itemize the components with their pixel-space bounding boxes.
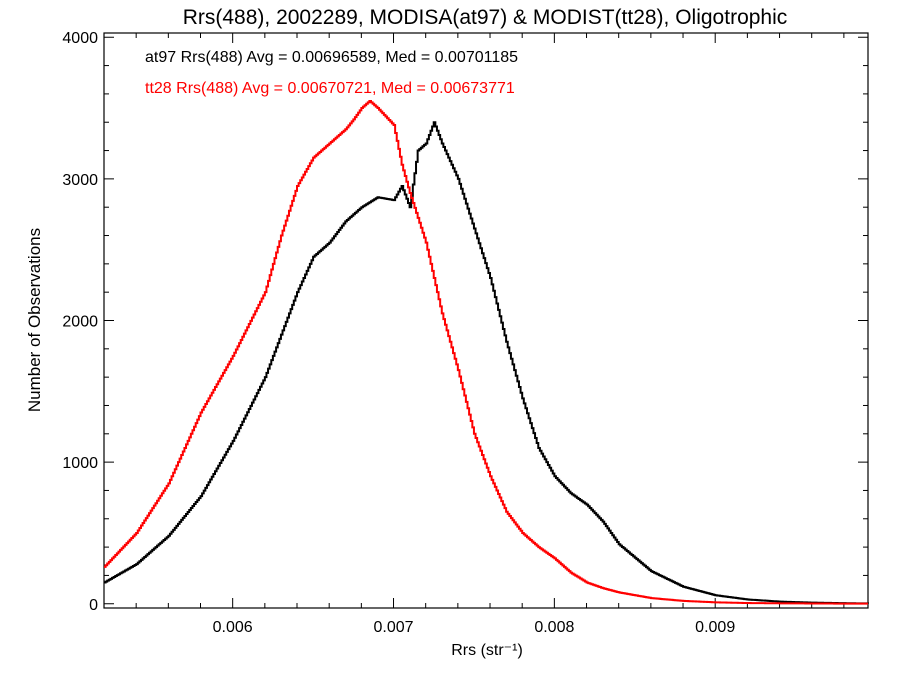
x-tick-label: 0.007 [373, 619, 413, 636]
series-line-tt28 [104, 99, 868, 605]
axis-ticks: 0.006 0.007 0.008 0.009 0 1000 2000 3000 4000 [62, 30, 868, 636]
series-line-at97 [104, 121, 869, 605]
y-tick-label: 3000 [62, 172, 98, 189]
legend-entry-at97: at97 Rrs(488) Avg = 0.00696589, Med = 0.… [145, 49, 518, 66]
x-tick-label: 0.008 [534, 619, 574, 636]
y-tick-label: 1000 [62, 455, 98, 472]
chart-title: Rrs(488), 2002289, MODISA(at97) & MODIST… [183, 6, 788, 29]
legend: at97 Rrs(488) Avg = 0.00696589, Med = 0.… [145, 49, 518, 97]
legend-entry-tt28: tt28 Rrs(488) Avg = 0.00670721, Med = 0.… [145, 80, 515, 97]
x-axis-label: Rrs (str⁻¹) [451, 642, 523, 659]
y-tick-label: 2000 [62, 314, 98, 331]
y-tick-label: 0 [89, 597, 98, 614]
x-tick-label: 0.006 [213, 619, 253, 636]
series-layer [104, 99, 869, 605]
y-tick-label: 4000 [62, 30, 98, 47]
y-axis-label: Number of Observations [25, 228, 44, 412]
x-tick-label: 0.009 [695, 619, 735, 636]
